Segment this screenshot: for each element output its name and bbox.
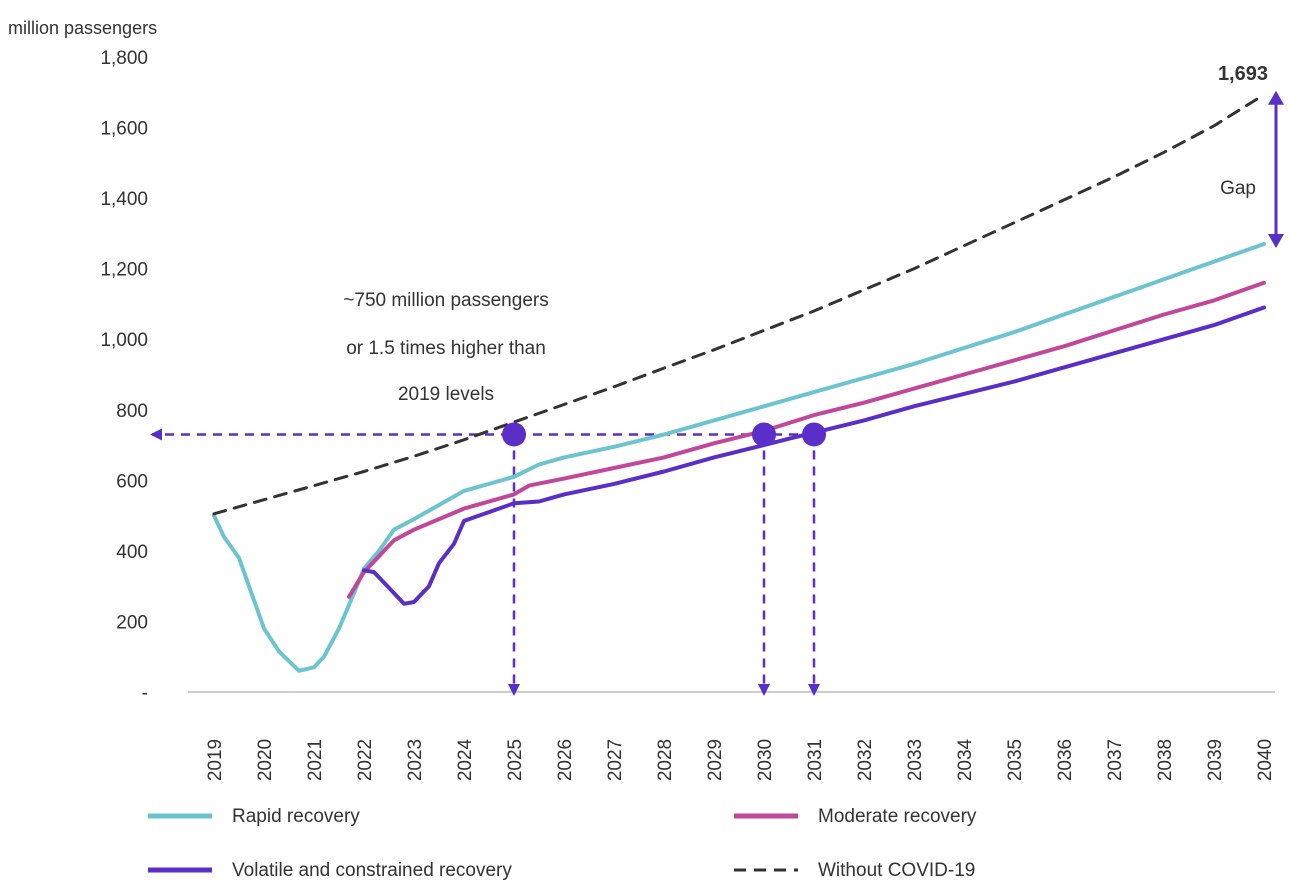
legend-label-moderate: Moderate recovery (818, 806, 977, 827)
y-tick-label: 1,200 (100, 260, 148, 281)
x-tick-label: 2029 (705, 739, 726, 781)
x-tick-label: 2025 (505, 739, 526, 781)
y-tick-label: 1,400 (100, 189, 148, 210)
x-tick-label: 2028 (655, 739, 676, 781)
y-tick-label: 1,600 (100, 119, 148, 140)
series-line (212, 242, 1266, 673)
x-tick-label: 2020 (255, 739, 276, 781)
gap-arrow-head-bottom (1268, 233, 1284, 248)
y-tick-label: - (142, 683, 148, 704)
x-tick-label: 2031 (805, 739, 826, 781)
crossing-markers (502, 422, 826, 447)
y-axis-ticks: - 200 400 600 800 1,000 1,200 1,400 1,600 1,800 (100, 48, 148, 704)
legend-label-without-covid: Without COVID-19 (818, 860, 975, 881)
crossing-marker (502, 422, 526, 447)
x-axis-ticks: 2019 2020 2021 2022 2023 2024 2025 2026 2027 2028… (205, 738, 1276, 781)
x-tick-label: 2021 (305, 739, 326, 781)
legend-label-rapid: Rapid recovery (232, 806, 360, 827)
gap-label: Gap (1220, 178, 1256, 199)
x-tick-label: 2026 (555, 739, 576, 781)
threshold-guides (150, 428, 820, 696)
x-tick-label: 2022 (355, 739, 376, 781)
series-line (212, 93, 1266, 516)
x-tick-label: 2027 (605, 739, 626, 781)
x-tick-label: 2034 (955, 738, 976, 781)
callout-line-2: or 1.5 times higher than (346, 338, 546, 359)
crossing-marker (752, 422, 776, 447)
y-tick-label: 400 (116, 542, 148, 563)
x-tick-label: 2024 (455, 738, 476, 781)
end-value-label: 1,693 (1218, 63, 1268, 85)
y-tick-label: 1,000 (100, 330, 148, 351)
x-tick-label: 2039 (1205, 739, 1226, 781)
y-tick-label: 1,800 (100, 48, 148, 69)
x-tick-label: 2023 (405, 739, 426, 781)
legend-label-volatile: Volatile and constrained recovery (232, 860, 512, 881)
x-tick-label: 2032 (855, 739, 876, 781)
y-tick-label: 200 (116, 612, 148, 633)
y-axis-label: million passengers (8, 18, 157, 38)
series-line (362, 305, 1266, 606)
x-tick-label: 2038 (1155, 739, 1176, 781)
x-tick-label: 2033 (905, 739, 926, 781)
x-tick-label: 2040 (1255, 739, 1276, 781)
crossing-marker (802, 422, 826, 447)
callout-line-3: 2019 levels (398, 384, 494, 405)
series-line (347, 280, 1266, 599)
callout-annotation: ~750 million passengers or 1.5 times hig… (343, 290, 548, 405)
series-lines (212, 93, 1266, 673)
gap-arrow-head-top (1268, 90, 1284, 105)
y-tick-label: 600 (116, 471, 148, 492)
callout-line-1: ~750 million passengers (343, 290, 548, 311)
x-tick-label: 2037 (1105, 739, 1126, 781)
x-tick-label: 2030 (755, 739, 776, 781)
legend: Rapid recovery Moderate recovery Volatil… (148, 806, 977, 881)
x-tick-label: 2036 (1055, 739, 1076, 781)
gap-arrow (1268, 90, 1284, 248)
x-tick-label: 2035 (1005, 739, 1026, 781)
x-tick-label: 2019 (205, 739, 226, 781)
y-tick-label: 800 (116, 401, 148, 422)
